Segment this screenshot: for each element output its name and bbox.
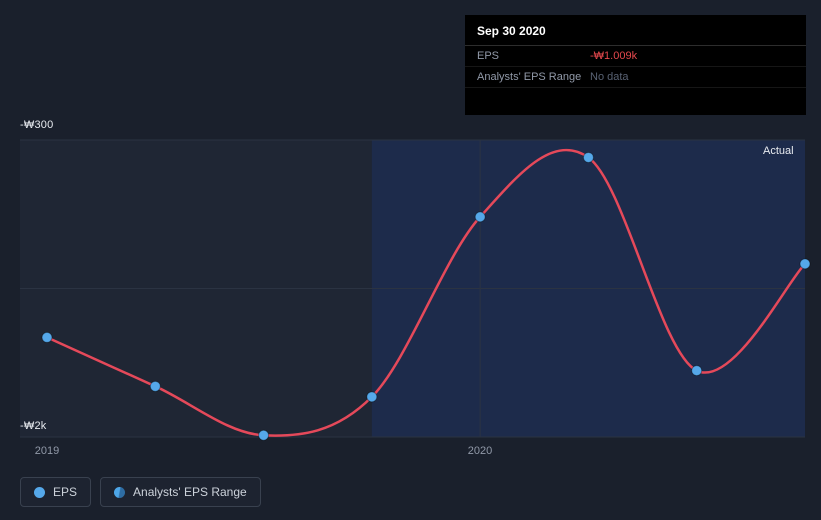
chart-tooltip: Sep 30 2020 EPS -₩1.009k Analysts' EPS R… [465, 15, 806, 115]
tooltip-range-label: Analysts' EPS Range [477, 71, 582, 83]
x-axis-label-2020: 2020 [467, 445, 493, 457]
y-axis-label-top: -₩300 [20, 119, 54, 131]
legend-item-eps[interactable]: EPS [20, 477, 92, 507]
tooltip-range-value: No data [590, 71, 629, 83]
legend-eps-label: EPS [53, 485, 78, 499]
chart-legend: EPS Analysts' EPS Range [20, 477, 261, 507]
tooltip-row-eps: EPS -₩1.009k [465, 46, 806, 67]
tooltip-row-range: Analysts' EPS Range No data [465, 67, 806, 88]
legend-range-label: Analysts' EPS Range [133, 485, 247, 499]
actual-region-label: Actual [763, 145, 794, 157]
eps-dot-icon [34, 486, 45, 498]
legend-item-analysts-eps-range[interactable]: Analysts' EPS Range [100, 477, 261, 507]
tooltip-eps-value: -₩1.009k [590, 50, 638, 62]
x-axis-label-2019: 2019 [34, 445, 60, 457]
y-axis-label-bottom: -₩2k [20, 420, 47, 432]
range-dot-icon [114, 486, 126, 498]
tooltip-eps-label: EPS [477, 50, 500, 62]
tooltip-date: Sep 30 2020 [465, 15, 806, 46]
